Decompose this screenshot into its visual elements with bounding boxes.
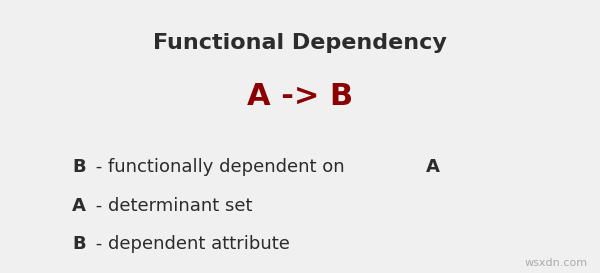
Text: A: A (72, 197, 86, 215)
Text: A: A (425, 158, 439, 176)
Text: B: B (72, 235, 86, 253)
Text: - determinant set: - determinant set (90, 197, 253, 215)
Text: - functionally dependent on: - functionally dependent on (89, 158, 350, 176)
Text: - dependent attribute: - dependent attribute (89, 235, 289, 253)
Text: Functional Dependency: Functional Dependency (153, 33, 447, 53)
Text: wsxdn.com: wsxdn.com (525, 257, 588, 268)
Text: A -> B: A -> B (247, 82, 353, 111)
Text: B: B (72, 158, 86, 176)
